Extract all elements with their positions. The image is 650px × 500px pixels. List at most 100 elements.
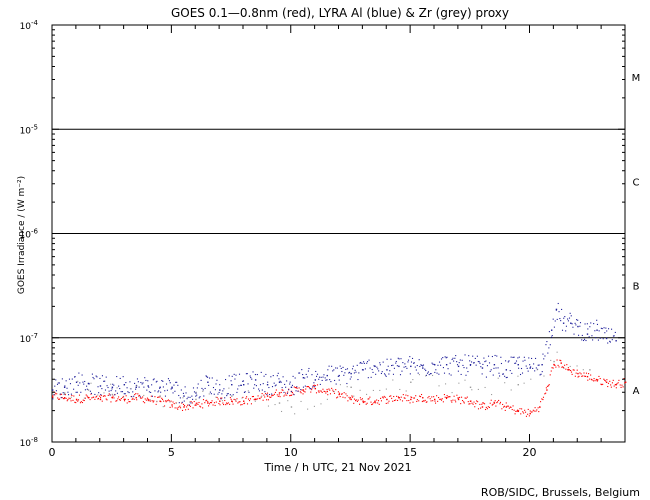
- series-dot: [347, 400, 349, 402]
- series-dot: [492, 374, 494, 376]
- series-dot: [413, 362, 415, 364]
- series-dot: [547, 352, 549, 354]
- series-dot: [63, 398, 65, 400]
- data-point: [314, 387, 317, 390]
- series-dot: [591, 379, 593, 381]
- series-dot: [397, 399, 399, 402]
- series-dot: [621, 384, 623, 386]
- series-dot: [300, 400, 302, 403]
- series-dot: [499, 401, 502, 403]
- series-dot: [580, 373, 582, 375]
- series-dot: [319, 390, 321, 392]
- data-point: [589, 369, 591, 371]
- series-dot: [447, 396, 449, 398]
- series-dot: [276, 375, 278, 377]
- series-dot: [522, 360, 524, 362]
- series-dot: [316, 384, 319, 386]
- series-dot: [284, 394, 286, 396]
- series-dot: [53, 394, 55, 396]
- series-dot: [387, 402, 389, 404]
- series-dot: [530, 366, 532, 368]
- series-dot: [154, 390, 156, 392]
- series-dot: [103, 380, 105, 382]
- series-dot: [110, 390, 112, 392]
- series-dot: [572, 326, 574, 328]
- series-dot: [497, 367, 499, 369]
- series-dot: [64, 393, 66, 395]
- series-dot: [308, 367, 310, 370]
- series-dot: [589, 378, 591, 380]
- series-dot: [275, 389, 277, 391]
- series-dot: [318, 378, 320, 380]
- series-dot: [227, 402, 229, 404]
- series-dot: [375, 402, 377, 404]
- series-dot: [521, 408, 523, 410]
- series-dot: [609, 340, 611, 342]
- series-dot: [466, 367, 468, 369]
- series-dot: [418, 359, 420, 361]
- series-dot: [329, 389, 331, 391]
- series-dot: [188, 404, 190, 407]
- series-dot: [270, 396, 272, 399]
- series-dot: [351, 368, 354, 370]
- series-dot: [624, 382, 626, 384]
- series-dot: [335, 383, 337, 385]
- series-dot: [287, 400, 289, 402]
- series-dot: [223, 388, 225, 390]
- data-point: [99, 385, 102, 387]
- series-dot: [442, 367, 444, 369]
- series-dot: [172, 401, 174, 403]
- series-dot: [185, 392, 187, 394]
- series-dot: [128, 391, 130, 394]
- series-dot: [567, 367, 569, 369]
- series-dot: [57, 382, 59, 384]
- series-dot: [542, 396, 545, 398]
- series-dot: [545, 344, 547, 346]
- series-dot: [473, 362, 475, 364]
- series-dot: [432, 363, 434, 365]
- series-dot: [300, 392, 302, 394]
- series-dot: [95, 375, 97, 377]
- series-dot: [304, 385, 306, 387]
- data-point: [135, 397, 137, 399]
- series-dot: [114, 394, 116, 396]
- series-dot: [314, 386, 316, 388]
- series-dot: [71, 378, 73, 380]
- series-dot: [346, 368, 349, 370]
- series-dot: [204, 402, 206, 404]
- series-dot: [95, 396, 97, 398]
- series-dot: [395, 399, 397, 401]
- series-dot: [383, 373, 386, 375]
- series-dot: [578, 334, 580, 336]
- series-dot: [336, 397, 338, 399]
- series-dot: [137, 381, 139, 383]
- data-point: [123, 398, 126, 401]
- series-dot: [427, 371, 429, 373]
- series-dot: [438, 397, 440, 399]
- series-dot: [564, 364, 566, 366]
- series-dot: [460, 403, 462, 405]
- data-point: [111, 386, 114, 388]
- series-dot: [395, 362, 397, 364]
- series-dot: [133, 398, 135, 400]
- series-dot: [461, 399, 464, 402]
- series-dot: [509, 406, 511, 408]
- series-dot: [129, 401, 131, 403]
- series-dot: [355, 400, 357, 402]
- series-dot: [441, 398, 443, 400]
- series-dot: [116, 400, 118, 402]
- series-dot: [426, 401, 428, 403]
- series-dot: [119, 399, 121, 401]
- series-dot: [388, 400, 390, 402]
- series-dot: [354, 369, 356, 371]
- series-dot: [151, 395, 153, 397]
- series-dot: [380, 372, 382, 375]
- x-tick-label: 10: [284, 446, 298, 459]
- series-dot: [612, 379, 614, 381]
- series-dot: [307, 370, 309, 372]
- series-dot: [395, 360, 397, 363]
- series-dot: [271, 393, 273, 395]
- series-dot: [366, 393, 368, 395]
- series-dot: [496, 355, 498, 357]
- series-dot: [203, 395, 205, 397]
